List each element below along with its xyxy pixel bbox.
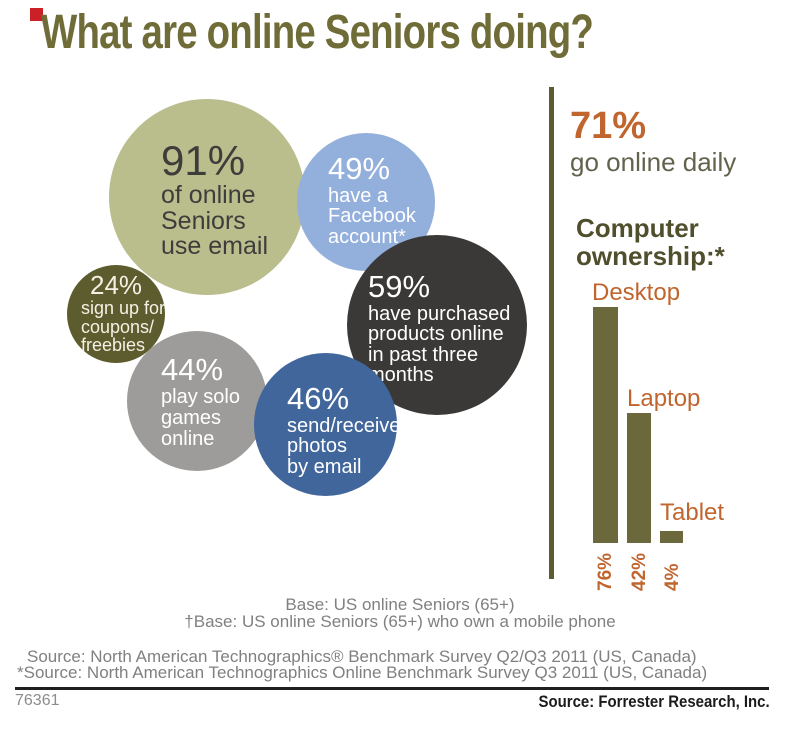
bar-tablet	[660, 531, 683, 543]
bubble-label-line: freebies	[81, 335, 146, 356]
bubble-pct: 59%	[368, 269, 431, 304]
bubble-coupons-text: 24% sign up for coupons/ freebies	[81, 270, 166, 356]
ownership-heading: Computer ownership:*	[576, 214, 725, 270]
bubble-label-line: Seniors	[161, 206, 246, 235]
bubble-photos-text: 46% send/receive photos by email	[287, 381, 401, 478]
bubble-label-line: sign up for	[81, 298, 166, 319]
bar-value-tablet: 4%	[662, 563, 683, 591]
bubble-label-line: of online	[161, 181, 256, 210]
bubble-label-line: products online	[368, 323, 504, 346]
bar-value-laptop: 42%	[629, 552, 650, 591]
source-note-1: Source: North American Technographics® B…	[27, 647, 697, 666]
ownership-heading-line2: ownership:*	[576, 241, 725, 271]
bubble-label-line: months	[368, 364, 434, 387]
bubble-facebook-text: 49% have a Facebook account*	[328, 151, 416, 248]
bar-label-tablet: Tablet	[660, 499, 725, 526]
bar-desktop	[593, 307, 618, 543]
bubble-label-line: by email	[287, 455, 362, 478]
bubble-pct: 49%	[328, 151, 391, 186]
bar-laptop	[627, 413, 651, 543]
bubble-label-line: photos	[287, 435, 348, 458]
base-note-1: Base: US online Seniors (65+)	[285, 595, 515, 614]
bubble-purchased-text: 59% have purchased products online in pa…	[368, 269, 511, 387]
infographic-title: What are online Seniors doing?	[41, 6, 594, 59]
bubble-games-44: 44% play solo games online	[127, 331, 267, 471]
bubble-email-text: 91% of online Seniors use email	[161, 137, 268, 261]
bubble-label-line: have a	[328, 184, 389, 207]
bubble-label-line: online	[161, 427, 215, 450]
ownership-heading-line1: Computer	[576, 213, 699, 243]
bubble-photos-46: 46% send/receive photos by email	[254, 353, 401, 496]
red-marker-square	[30, 8, 43, 21]
bubble-label-line: have purchased	[368, 302, 511, 325]
bar-label-laptop: Laptop	[627, 385, 701, 412]
base-note-2: †Base: US online Seniors (65+) who own a…	[184, 612, 616, 631]
bubble-label-line: play solo	[161, 385, 240, 408]
bubble-pct: 24%	[90, 270, 143, 300]
bubble-email-91: 91% of online Seniors use email	[109, 99, 305, 295]
bubble-label-line: use email	[161, 232, 268, 261]
bubble-label-line: coupons/	[81, 316, 155, 337]
footer-source: Source: Forrester Research, Inc.	[538, 692, 770, 711]
footer-rule	[15, 687, 769, 690]
daily-stat-label: go online daily	[570, 147, 737, 177]
bar-label-desktop: Desktop	[592, 279, 681, 306]
doc-number: 76361	[15, 692, 60, 709]
source-note-2: *Source: North American Technographics O…	[17, 663, 708, 682]
bubble-pct: 91%	[161, 137, 246, 184]
daily-stat-value: 71%	[570, 105, 647, 147]
bubble-label-line: send/receive	[287, 414, 401, 437]
bubble-label-line: games	[161, 406, 222, 429]
bubble-coupons-24: 24% sign up for coupons/ freebies	[67, 265, 165, 363]
bar-value-desktop: 76%	[595, 552, 616, 591]
bubble-label-line: Facebook	[328, 205, 416, 228]
bubble-pct: 46%	[287, 381, 350, 416]
bubble-pct: 44%	[161, 352, 224, 387]
bubble-label-line: in past three	[368, 343, 479, 366]
bubble-label-line: account*	[328, 225, 406, 248]
bubble-games-text: 44% play solo games online	[161, 352, 240, 450]
vertical-divider	[549, 87, 554, 579]
